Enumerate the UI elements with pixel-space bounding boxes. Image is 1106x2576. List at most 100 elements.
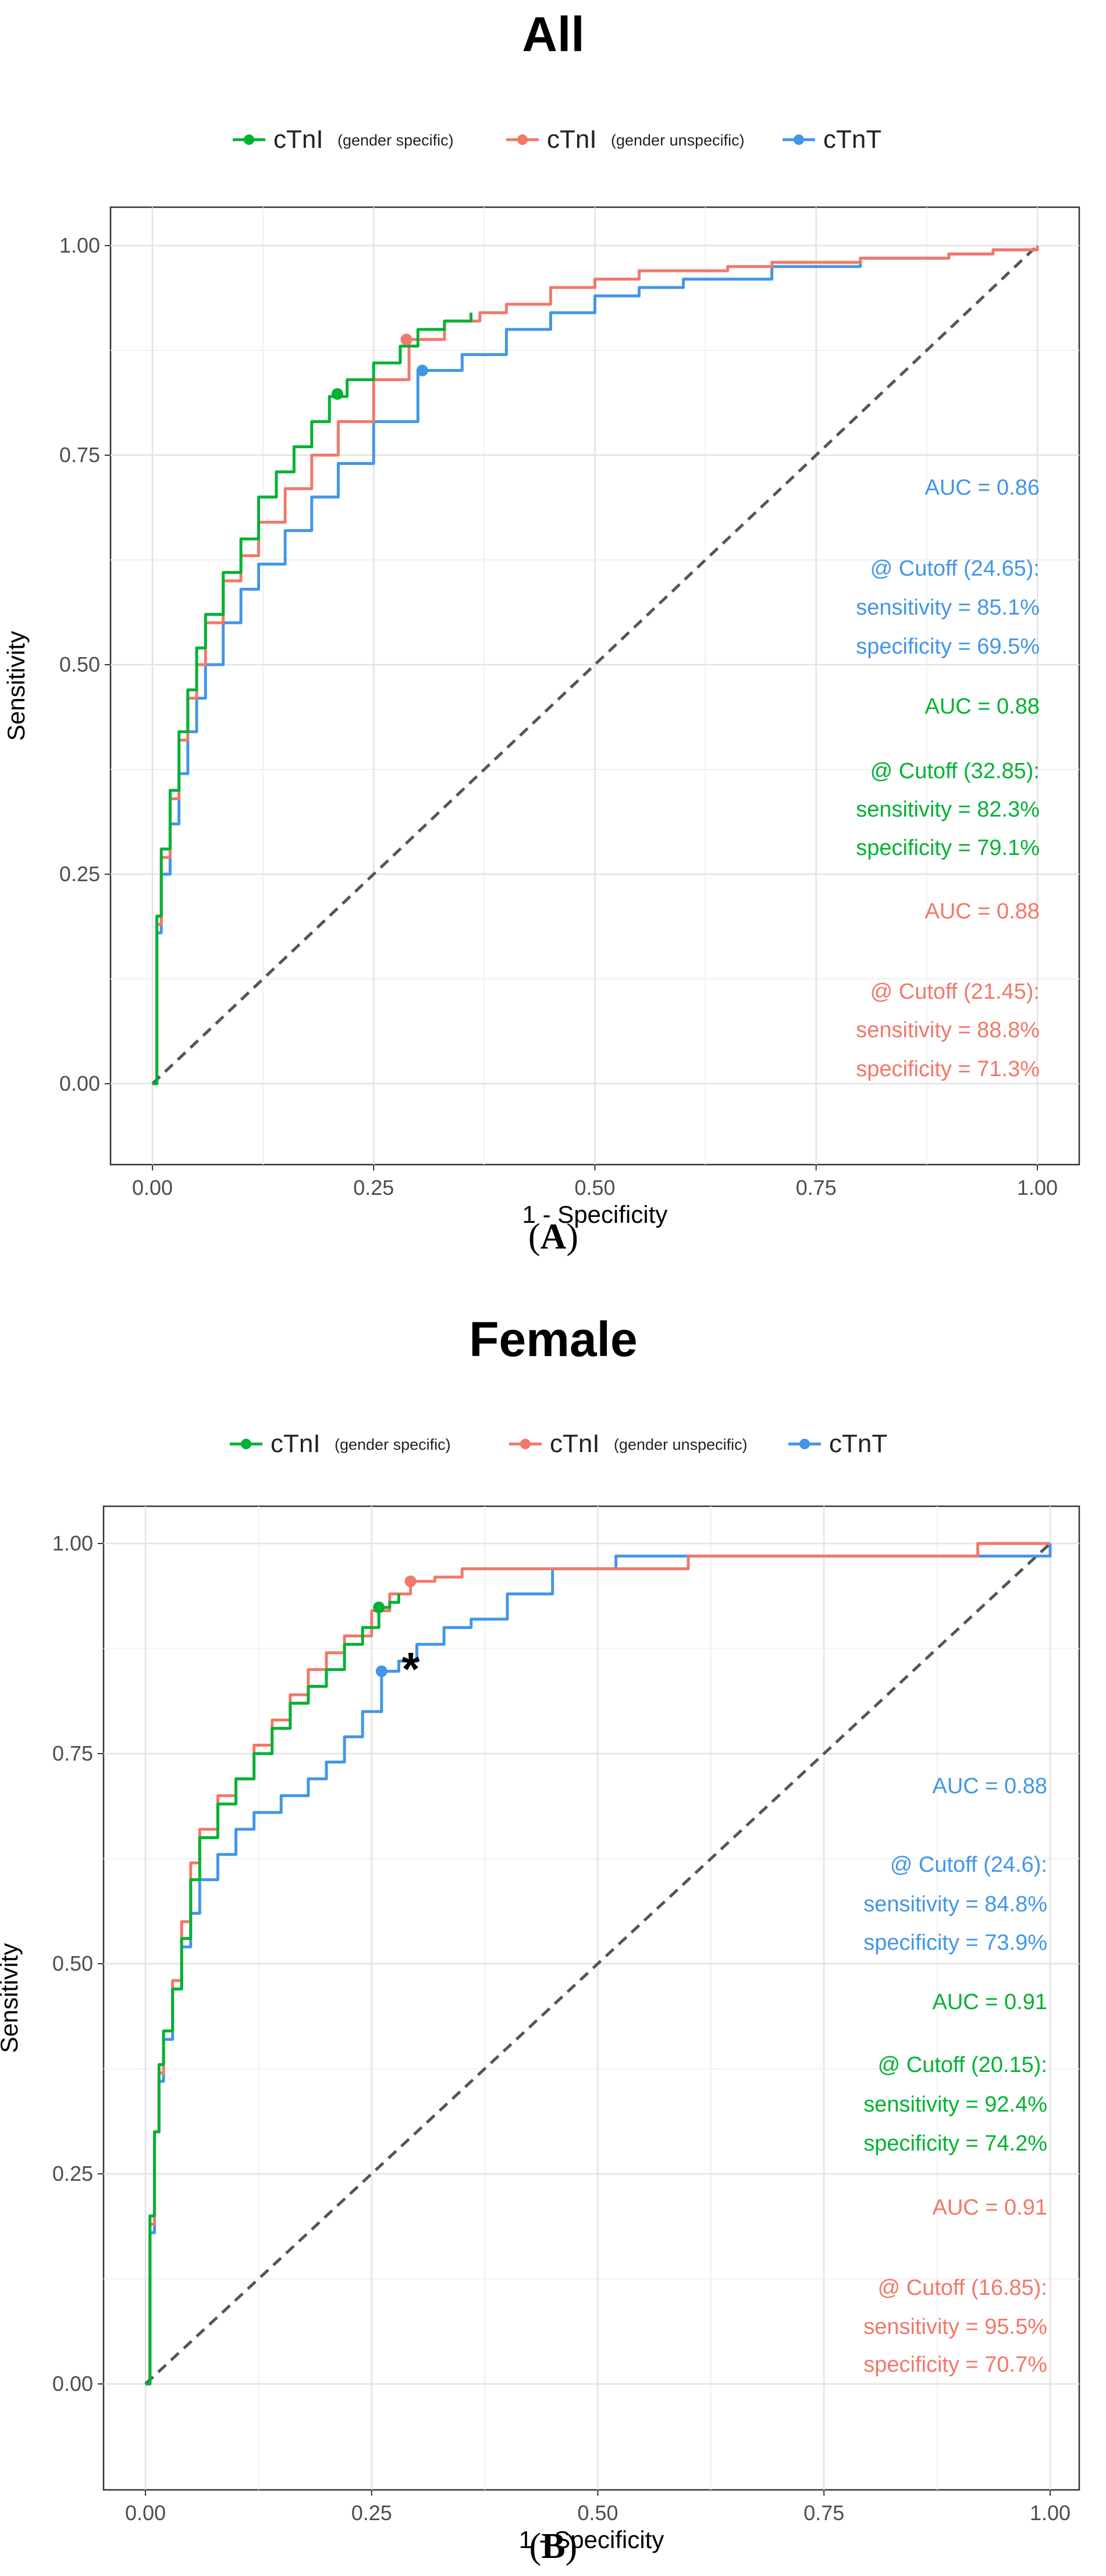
x-axis-label: 1 - Specificity [522, 1201, 668, 1228]
x-tick-label: 0.50 [577, 2501, 618, 2525]
annotation-cutoff-gender_specific: @ Cutoff (32.85): [870, 759, 1040, 783]
legend-marker-gender_unspecific [517, 134, 528, 145]
panel-label: (A) [528, 1217, 578, 1257]
x-tick-label: 0.00 [132, 1176, 173, 1200]
y-tick-label: 0.00 [59, 1071, 100, 1095]
legend-marker-ctnt [794, 134, 804, 145]
legend-label-gender_unspecific: cTnI [547, 125, 597, 154]
x-axis-label: 1 - Specificity [519, 2526, 664, 2553]
legend-item-gender_specific: cTnI (gender specific) [233, 125, 454, 154]
y-tick-label: 0.50 [59, 652, 100, 676]
plot-border [102, 1505, 1080, 2491]
annotation-cutoff-gender_unspecific: @ Cutoff (16.85): [878, 2276, 1047, 2300]
legend-note-gender_specific: (gender specific) [335, 1436, 451, 1453]
legend-marker-gender_unspecific [520, 1439, 531, 1449]
y-tick-label: 0.25 [52, 2162, 93, 2185]
annotation-gender_specific: AUC = 0.91 @ Cutoff (20.15): sensitivity =… [863, 1990, 1047, 2156]
chart-title: Female [469, 1312, 638, 1367]
cutoff-point-ctnt [416, 364, 428, 377]
annotation-specificity-gender_unspecific: specificity = 70.7% [863, 2353, 1047, 2377]
y-tick-label: 0.75 [52, 1741, 93, 1765]
reference-diagonal [151, 244, 1039, 1085]
cutoff-point-gender_unspecific [404, 1575, 417, 1587]
chart-title: All [522, 7, 584, 62]
legend: cTnI (gender specific) cTnI (gender unspeci… [233, 125, 881, 154]
x-tick-label: 0.50 [574, 1176, 615, 1200]
annotation-cutoff-gender_specific: @ Cutoff (20.15): [878, 2053, 1047, 2077]
x-tick-label: 0.75 [796, 1176, 837, 1200]
annotation-sensitivity-gender_unspecific: sensitivity = 88.8% [856, 1018, 1040, 1042]
legend-label-gender_unspecific: cTnI [550, 1429, 600, 1458]
legend: cTnI (gender specific) cTnI (gender unspeci… [230, 1429, 887, 1458]
legend-note-gender_unspecific: (gender unspecific) [611, 132, 745, 149]
x-tick-label: 0.00 [125, 2501, 166, 2525]
x-tick-label: 0.25 [351, 2501, 392, 2525]
legend-item-gender_unspecific: cTnI (gender unspecific) [506, 125, 745, 154]
legend-label-gender_specific: cTnI [273, 125, 323, 154]
annotation-auc-ctnt: AUC = 0.88 [933, 1774, 1048, 1798]
panel-label-close: ) [566, 2527, 578, 2566]
annotation-specificity-gender_specific: specificity = 79.1% [856, 836, 1040, 860]
y-axis-label: Sensitivity [2, 631, 30, 741]
roc-line-gender_specific [145, 1594, 400, 2386]
y-tick-label: 0.50 [52, 1951, 93, 1975]
y-tick-label: 0.75 [59, 443, 100, 467]
y-tick-label: 1.00 [59, 233, 100, 257]
annotation-sensitivity-gender_specific: sensitivity = 92.4% [863, 2092, 1047, 2117]
annotation-auc-ctnt: AUC = 0.86 [925, 476, 1040, 500]
annotation-specificity-ctnt: specificity = 69.5% [856, 634, 1040, 659]
annotation-specificity-gender_unspecific: specificity = 71.3% [856, 1057, 1040, 1081]
annotation-gender_unspecific: AUC = 0.88 @ Cutoff (21.45): sensitivity =… [856, 899, 1040, 1081]
plot-area: 0.00 0.25 0.50 0.75 1.00 0.00 0.25 0.50 0.75 1.00… [59, 206, 1080, 1200]
significance-asterisk: * [401, 1643, 420, 1695]
legend-note-gender_unspecific: (gender unspecific) [614, 1436, 748, 1453]
annotation-gender_unspecific: AUC = 0.91 @ Cutoff (16.85): sensitivity =… [863, 2195, 1047, 2377]
y-tick-label: 1.00 [52, 1531, 93, 1555]
annotation-specificity-gender_specific: specificity = 74.2% [863, 2131, 1047, 2156]
annotation-auc-gender_specific: AUC = 0.88 [925, 694, 1040, 719]
annotation-auc-gender_unspecific: AUC = 0.88 [925, 899, 1040, 924]
y-tick-label: 0.00 [52, 2372, 93, 2396]
y-tick-label: 0.25 [59, 862, 100, 886]
annotation-sensitivity-gender_unspecific: sensitivity = 95.5% [863, 2315, 1047, 2339]
panel-label-close: ) [566, 1217, 578, 1257]
legend-item-ctnt: cTnT [788, 1429, 887, 1458]
legend-marker-gender_specific [244, 134, 254, 145]
annotation-gender_specific: AUC = 0.88 @ Cutoff (32.85): sensitivity =… [856, 694, 1040, 860]
legend-label-ctnt: cTnT [823, 125, 881, 154]
reference-diagonal [144, 1542, 1051, 2385]
panel-label-open: ( [528, 1217, 540, 1257]
legend-label-gender_specific: cTnI [271, 1429, 321, 1458]
legend-item-gender_specific: cTnI (gender specific) [230, 1429, 451, 1458]
cutoff-point-ctnt [375, 1665, 387, 1677]
legend-marker-ctnt [799, 1439, 810, 1449]
annotation-cutoff-gender_unspecific: @ Cutoff (21.45): [870, 980, 1040, 1004]
annotation-cutoff-ctnt: @ Cutoff (24.65): [870, 556, 1040, 581]
x-tick-label: 0.25 [353, 1176, 394, 1200]
chart-panel-a: All cTnI (gender specific) cTnI (gender unsp… [2, 7, 1080, 1257]
annotation-auc-gender_unspecific: AUC = 0.91 [933, 2195, 1048, 2220]
y-axis-label: Sensitivity [0, 1943, 23, 2053]
legend-label-ctnt: cTnT [829, 1429, 887, 1458]
plot-area: 0.00 0.25 0.50 0.75 1.00 0.00 0.25 0.50 0.75 1.00… [52, 1505, 1080, 2525]
panel-label-letter: A [540, 1217, 567, 1257]
x-tick-label: 0.75 [803, 2501, 844, 2525]
annotation-specificity-ctnt: specificity = 73.9% [863, 1931, 1047, 1955]
annotation-ctnt: AUC = 0.86 @ Cutoff (24.65): sensitivity =… [856, 476, 1040, 659]
legend-note-gender_specific: (gender specific) [337, 132, 454, 149]
annotation-auc-gender_specific: AUC = 0.91 [933, 1990, 1048, 2014]
panel-label-open: ( [529, 2527, 542, 2566]
annotation-ctnt: AUC = 0.88 @ Cutoff (24.6): sensitivity = … [863, 1774, 1047, 1955]
cutoff-point-gender_specific [331, 388, 343, 400]
annotation-sensitivity-ctnt: sensitivity = 84.8% [863, 1892, 1047, 1917]
roc-line-ctnt [152, 246, 1039, 1085]
annotation-cutoff-ctnt: @ Cutoff (24.6): [890, 1853, 1047, 1877]
cutoff-point-gender_unspecific [400, 333, 412, 346]
annotation-sensitivity-gender_specific: sensitivity = 82.3% [856, 797, 1040, 822]
panel-label: (B) [529, 2527, 578, 2566]
legend-item-ctnt: cTnT [783, 125, 881, 154]
legend-item-gender_unspecific: cTnI (gender unspecific) [509, 1429, 748, 1458]
legend-marker-gender_specific [241, 1439, 251, 1449]
roc-line-gender_specific [152, 313, 473, 1085]
